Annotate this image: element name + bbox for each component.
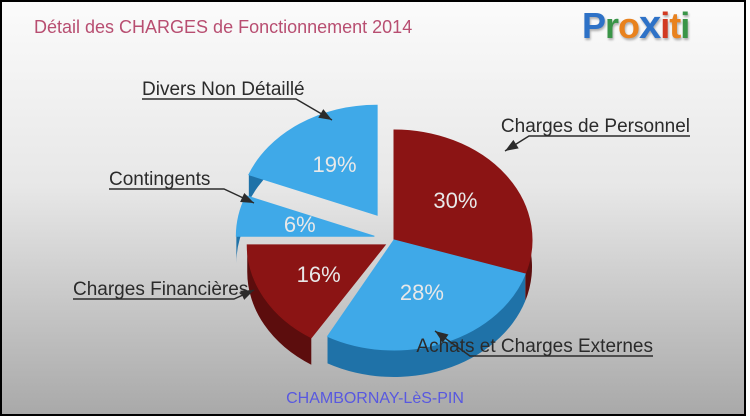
svg-text:6%: 6% xyxy=(284,212,316,237)
svg-text:Charges de Personnel: Charges de Personnel xyxy=(501,116,690,137)
svg-text:30%: 30% xyxy=(433,188,477,213)
svg-text:Charges Financières: Charges Financières xyxy=(73,279,248,300)
svg-text:Divers Non Détaillé: Divers Non Détaillé xyxy=(142,79,305,100)
svg-text:Achats et Charges Externes: Achats et Charges Externes xyxy=(416,336,653,357)
svg-text:Contingents: Contingents xyxy=(109,169,210,190)
svg-text:19%: 19% xyxy=(312,152,356,177)
svg-text:16%: 16% xyxy=(297,262,341,287)
svg-text:28%: 28% xyxy=(400,280,444,305)
